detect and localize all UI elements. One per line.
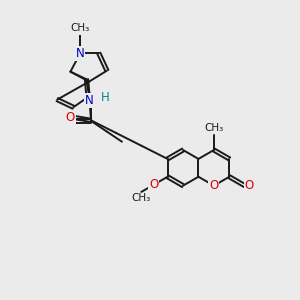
Text: O: O (66, 111, 75, 124)
Text: O: O (209, 179, 218, 192)
Text: CH₃: CH₃ (204, 123, 224, 134)
Text: CH₃: CH₃ (70, 23, 90, 33)
Text: CH₃: CH₃ (70, 25, 90, 35)
Text: H: H (101, 91, 110, 104)
Text: N: N (76, 47, 85, 60)
Text: O: O (244, 179, 254, 192)
Text: N: N (76, 47, 85, 60)
Text: H: H (102, 92, 111, 105)
Text: O: O (66, 114, 75, 128)
Text: N: N (87, 94, 95, 107)
Text: N: N (85, 94, 94, 106)
Text: O: O (149, 178, 158, 191)
Text: CH₃: CH₃ (132, 194, 151, 203)
